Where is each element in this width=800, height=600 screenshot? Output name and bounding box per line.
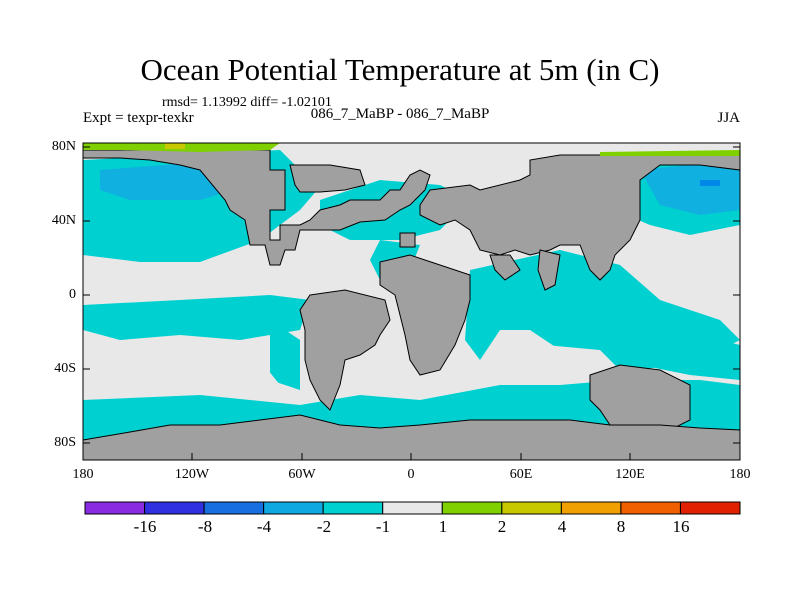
colorbar-box [203, 501, 265, 515]
colorbar-box [263, 501, 324, 515]
colorbar-box [620, 501, 681, 515]
colorbar-box [84, 501, 146, 515]
north-pacific-blue-2 [640, 160, 740, 215]
anomaly-yellow-regions [165, 143, 185, 149]
colorbar-label: -1 [375, 517, 391, 536]
lon-label-180w: 180 [72, 467, 94, 482]
colorbar [84, 501, 741, 515]
lon-label-180e: 180 [729, 467, 751, 482]
lon-label-60e: 60E [509, 467, 533, 482]
colorbar-box [322, 501, 384, 515]
arctic-green-east [600, 150, 740, 156]
colorbar-label: -2 [316, 517, 332, 536]
colorbar-label: 2 [497, 517, 507, 536]
colorbar-box [679, 501, 741, 515]
arabia [489, 254, 521, 281]
land-masses [82, 149, 741, 461]
lat-label-80n: 80N [51, 139, 76, 154]
greenland [289, 164, 366, 193]
lat-label-0: 0 [69, 287, 76, 302]
lat-label-40n: 40N [51, 213, 76, 228]
season-label: JJA [717, 110, 740, 126]
experiment-label: Expt = texpr-texkr [83, 110, 194, 126]
colorbar-label: 1 [438, 517, 448, 536]
colorbar-box [501, 501, 562, 515]
colorbar-box [144, 501, 205, 515]
eurasia [419, 151, 741, 281]
colorbar-label: 8 [616, 517, 626, 536]
north-pacific-deep-blue [700, 180, 720, 186]
lat-label-80s: 80S [54, 435, 76, 450]
colorbar-label: -16 [133, 517, 157, 536]
arctic-yellow-patch [165, 143, 185, 149]
africa [379, 254, 471, 376]
lon-label-120w: 120W [174, 467, 210, 482]
lat-label-40s: 40S [54, 361, 76, 376]
india [537, 249, 561, 291]
colorbar-label: 16 [672, 517, 690, 536]
lon-ticks [82, 453, 741, 460]
lon-label-120e: 120E [615, 467, 645, 482]
lon-label-60w: 60W [288, 467, 316, 482]
colorbar-label: 4 [557, 517, 567, 536]
lat-ticks [83, 146, 740, 444]
stats-label: rmsd= 1.13992 diff= -1.02101 [162, 95, 332, 110]
mediterranean-island [399, 232, 416, 248]
anomaly-neutral-regions [83, 345, 620, 395]
lon-label-0: 0 [407, 467, 415, 482]
equatorial-east-pacific-cyan [83, 295, 310, 340]
south-atlantic-cyan [270, 320, 300, 390]
colorbar-label: -4 [256, 517, 272, 536]
colorbar-box [441, 501, 503, 515]
run-label: 086_7_MaBP - 086_7_MaBP [310, 106, 490, 122]
south-america [299, 289, 391, 411]
southeast-pacific-cyan [620, 330, 740, 380]
colorbar-box [382, 501, 443, 515]
plot-title: Ocean Potential Temperature at 5m (in C) [140, 52, 660, 87]
colorbar-box [560, 501, 622, 515]
south-pacific-neutral [83, 345, 280, 395]
colorbar-label: -8 [197, 517, 213, 536]
north-america [82, 149, 431, 266]
